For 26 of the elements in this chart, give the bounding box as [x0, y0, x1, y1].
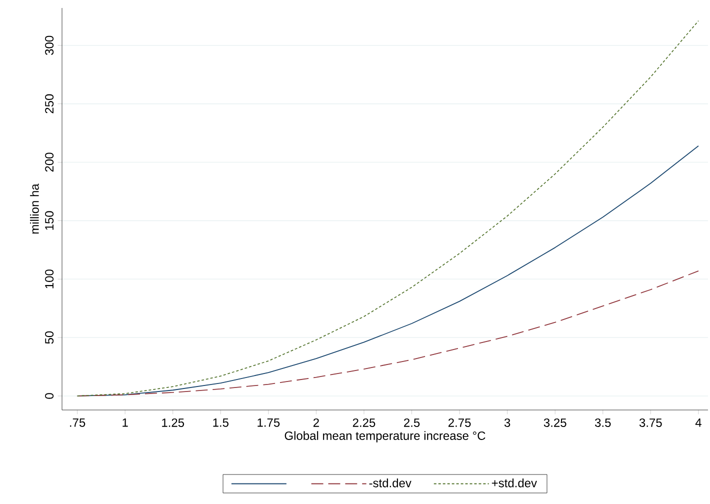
x-tick-label: .75: [70, 418, 86, 427]
line-series: [76, 20, 699, 396]
x-tick-label: 2.25: [352, 418, 376, 427]
x-tick-label: 3.25: [544, 418, 566, 427]
legend-label: +std.dev: [492, 478, 537, 488]
legend-label: -std.dev: [369, 478, 412, 488]
y-tick-label: 150: [45, 211, 54, 230]
y-tick-label: 300: [45, 36, 54, 55]
y-tick-label: 100: [45, 270, 54, 288]
x-tick-label: 2: [313, 418, 319, 427]
x-tick-label: 2.75: [448, 418, 471, 427]
y-tick-label: 250: [45, 94, 54, 114]
y-tick-label: 50: [45, 331, 54, 344]
y-tick-label: 200: [45, 152, 54, 172]
x-tick-label: 1.25: [162, 418, 184, 427]
x-tick-label: 3: [504, 418, 510, 427]
x-tick-label: 1.75: [258, 418, 280, 427]
y-axis-title: million ha: [30, 184, 39, 234]
x-tick-label: 2.5: [404, 418, 420, 427]
x-tick-label: 1: [122, 418, 128, 427]
x-tick-label: 3.75: [639, 418, 662, 427]
x-tick-label: 1.5: [213, 418, 228, 427]
x-tick-label: 4: [695, 418, 702, 427]
x-axis-title: Global mean temperature increase °C: [284, 431, 486, 442]
y-tick-label: 0: [45, 393, 54, 399]
x-tick-label: 3.5: [595, 418, 611, 427]
